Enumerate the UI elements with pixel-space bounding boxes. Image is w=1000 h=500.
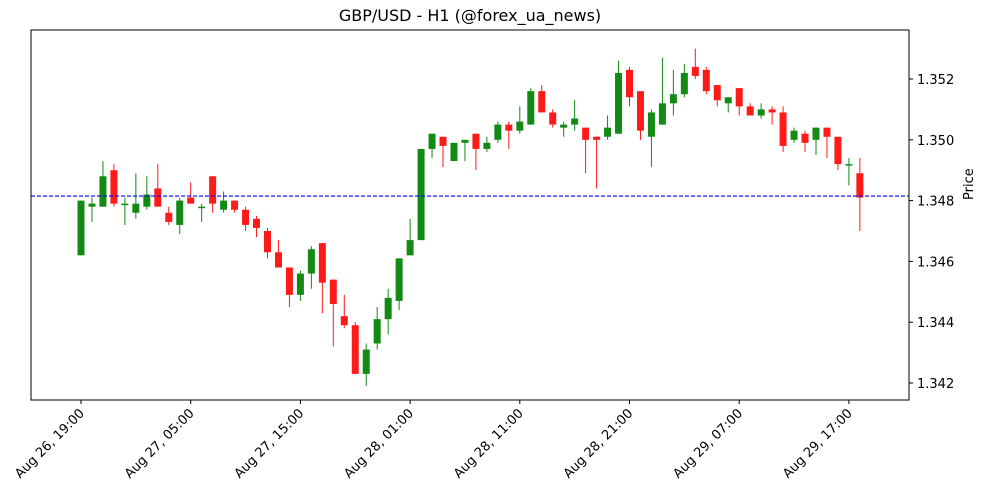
x-tick-label: Aug 29, 17:00 xyxy=(780,406,856,482)
candle xyxy=(549,109,557,128)
candle xyxy=(516,106,524,134)
candle xyxy=(560,121,568,137)
candle xyxy=(373,307,381,350)
candle xyxy=(571,100,579,131)
candle xyxy=(395,258,403,311)
candle xyxy=(231,200,239,213)
y-tick-label: 1.346 xyxy=(917,255,954,270)
candle xyxy=(329,279,337,347)
plot-frame xyxy=(30,29,910,401)
candle xyxy=(450,142,458,162)
candle xyxy=(658,57,666,125)
candle xyxy=(647,109,655,168)
candle xyxy=(494,121,502,143)
candle xyxy=(735,88,743,116)
candle xyxy=(209,176,217,213)
candle xyxy=(669,69,677,116)
candle xyxy=(263,227,271,259)
candle xyxy=(856,158,864,231)
x-tick-label: Aug 26, 19:00 xyxy=(12,406,88,482)
candle xyxy=(527,88,535,125)
candle xyxy=(713,85,721,107)
candle xyxy=(143,176,151,210)
x-tick-label: Aug 28, 01:00 xyxy=(341,406,417,482)
x-tick-label: Aug 29, 07:00 xyxy=(671,406,747,482)
x-tick-label: Aug 27, 05:00 xyxy=(122,406,198,482)
candle xyxy=(176,197,184,235)
candle xyxy=(165,206,173,225)
candle xyxy=(274,240,282,268)
candle xyxy=(461,139,469,162)
candle xyxy=(757,103,765,119)
candle xyxy=(253,215,261,238)
candle xyxy=(538,85,546,113)
x-axis: Aug 26, 19:00 Aug 27, 05:00 Aug 27, 15:00 A… xyxy=(12,400,856,482)
y-tick-label: 1.342 xyxy=(917,377,954,392)
candle xyxy=(110,164,118,207)
candle xyxy=(121,197,129,225)
candle xyxy=(680,63,688,98)
candle xyxy=(582,127,590,174)
candle xyxy=(154,164,162,207)
candle xyxy=(812,127,820,155)
candle xyxy=(307,246,315,289)
y-tick-label: 1.344 xyxy=(917,316,954,331)
candle xyxy=(768,106,776,125)
candle xyxy=(505,121,513,149)
candle xyxy=(428,133,436,159)
candle xyxy=(384,288,392,335)
candle xyxy=(351,322,359,374)
candle xyxy=(702,66,710,95)
candle xyxy=(604,115,612,140)
y-tick-label: 1.352 xyxy=(917,73,954,88)
candle xyxy=(187,182,195,204)
candle xyxy=(198,203,206,222)
candle xyxy=(834,136,842,171)
candle xyxy=(724,97,732,113)
candle xyxy=(593,136,601,189)
candle xyxy=(318,243,326,314)
y-axis-label: Price xyxy=(962,168,977,200)
candle xyxy=(77,200,85,256)
candle xyxy=(296,270,304,301)
candle xyxy=(285,267,293,307)
candle xyxy=(472,133,480,171)
candle xyxy=(823,127,831,159)
x-tick-label: Aug 28, 21:00 xyxy=(561,406,637,482)
y-axis: 1.342 1.344 1.346 1.348 1.350 1.352 xyxy=(909,73,954,392)
y-tick-label: 1.348 xyxy=(917,195,954,210)
chart-title: GBP/USD - H1 (@forex_ua_news) xyxy=(338,6,602,25)
candle xyxy=(340,294,348,329)
y-tick-label: 1.350 xyxy=(917,134,954,149)
candles-layer xyxy=(77,48,864,387)
candle xyxy=(362,343,370,387)
x-tick-label: Aug 27, 15:00 xyxy=(232,406,308,482)
candle xyxy=(483,136,491,152)
candle xyxy=(746,103,754,116)
candle xyxy=(691,48,699,79)
candle xyxy=(790,127,798,143)
candle xyxy=(220,191,228,213)
candle xyxy=(615,60,623,134)
candle xyxy=(845,158,853,186)
x-tick-label: Aug 28, 11:00 xyxy=(451,406,527,482)
candle xyxy=(88,197,96,222)
candle xyxy=(636,91,644,140)
candle xyxy=(417,148,425,241)
candle xyxy=(439,136,447,168)
candle xyxy=(779,106,787,152)
candle xyxy=(801,130,809,152)
candle xyxy=(99,161,107,207)
candle xyxy=(242,206,250,231)
candle xyxy=(406,218,414,256)
candle xyxy=(626,66,633,107)
